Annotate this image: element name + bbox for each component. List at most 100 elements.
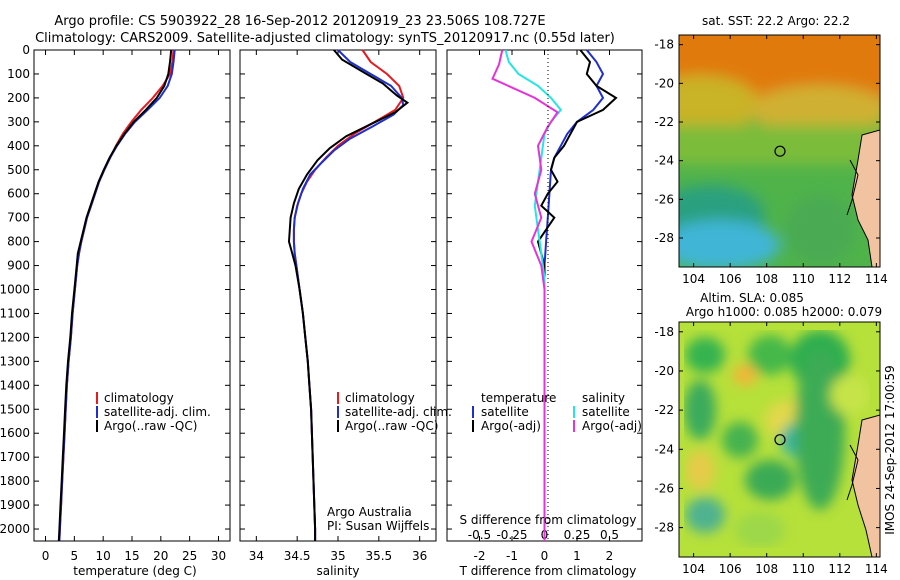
map-x-tick-label: 114 [865, 272, 888, 286]
legend-label-sal-argo: Argo(-adj) [582, 419, 642, 433]
s-tick-label: -0.5 [468, 528, 491, 542]
sla-map-field [679, 322, 880, 557]
s-tick-label: 0.5 [600, 528, 619, 542]
x-tick-label: 10 [96, 549, 111, 563]
series-line [292, 49, 405, 541]
tdiff-xlabel: T difference from climatology [459, 564, 637, 578]
map-x-tick-label: 112 [828, 272, 851, 286]
difference-profiles [491, 49, 618, 541]
series-line [504, 49, 563, 541]
legend-heading-temperature: temperature [481, 391, 556, 405]
map-x-tick-label: 104 [682, 272, 705, 286]
sla-map-frame [678, 321, 881, 558]
s-tick-label: 0.25 [564, 528, 591, 542]
x-tick-label: -2 [474, 549, 486, 563]
series-line [536, 49, 618, 541]
x-tick-label: 34.5 [284, 549, 311, 563]
x-tick-label: 35 [330, 549, 345, 563]
x-tick-label: 34 [249, 549, 264, 563]
imos-timestamp: IMOS 24-Sep-2012 17:00:59 [883, 365, 897, 535]
map-y-tick-label: -24 [654, 442, 674, 456]
legend-label-argo: Argo(..raw -QC) [345, 419, 438, 433]
series-line [58, 49, 175, 542]
y-tick-label: 800 [7, 235, 30, 249]
x-tick-label: -1 [506, 549, 518, 563]
map-y-tick-label: -28 [654, 521, 674, 535]
y-tick-label: 1200 [0, 330, 30, 344]
legend-label-satellite: satellite-adj. clim. [104, 405, 211, 419]
sla-argo-location-marker [774, 434, 786, 446]
map-x-tick-label: 106 [719, 272, 742, 286]
temperature-legend: climatology satellite-adj. clim. Argo(..… [96, 391, 211, 433]
legend-label-temp-satellite: satellite [481, 405, 529, 419]
map-x-tick-label: 114 [865, 562, 888, 576]
y-tick-label: 1400 [0, 378, 30, 392]
x-tick-label: 0 [42, 549, 50, 563]
series-line [491, 49, 559, 541]
map-y-tick-label: -18 [654, 325, 674, 339]
x-tick-label: 25 [182, 549, 197, 563]
y-tick-label: 400 [7, 139, 30, 153]
map-y-tick-label: -26 [654, 481, 674, 495]
map-x-tick-label: 112 [828, 562, 851, 576]
y-tick-label: 1700 [0, 450, 30, 464]
sdiff-xlabel: S difference from climatology [460, 513, 637, 527]
temperature-xlabel: temperature (deg C) [73, 564, 196, 578]
salinity-axis-ticks: 34 34.5 35 35.5 36 [240, 49, 436, 563]
y-tick-label: 1300 [0, 354, 30, 368]
y-tick-label: 0 [22, 43, 30, 57]
y-tick-label: 1600 [0, 426, 30, 440]
legend-heading-salinity: salinity [582, 391, 625, 405]
x-tick-label: 1 [573, 549, 581, 563]
map-x-tick-label: 108 [755, 562, 778, 576]
sla-map-ticks: 104 106 108 110 112 114 -18 -20 -22 -24 -26 -28 [654, 322, 888, 576]
legend-label-sal-satellite: satellite [582, 405, 630, 419]
series-line [292, 49, 405, 541]
y-tick-label: 1800 [0, 474, 30, 488]
salinity-legend: climatology satellite-adj. clim. Argo(..… [337, 391, 452, 433]
figure-title-line1: Argo profile: CS 5903922_28 16-Sep-2012 … [54, 14, 545, 29]
map-y-tick-label: -24 [654, 154, 674, 168]
x-tick-label: 2 [606, 549, 614, 563]
map-y-tick-label: -26 [654, 192, 674, 206]
x-tick-label: 36 [412, 549, 427, 563]
sst-map-ticks: 104 106 108 110 112 114 -18 -20 -22 -24 -26 -28 [654, 35, 888, 286]
y-tick-label: 1500 [0, 402, 30, 416]
y-tick-label: 600 [7, 187, 30, 201]
series-line [57, 49, 173, 542]
temperature-profiles [57, 49, 176, 542]
y-tick-label: 100 [7, 67, 30, 81]
legend-label-satellite: satellite-adj. clim. [345, 405, 452, 419]
x-tick-label: 0 [541, 549, 549, 563]
x-tick-label: 35.5 [365, 549, 392, 563]
map-x-tick-label: 110 [792, 562, 815, 576]
sst-argo-location-marker [774, 145, 786, 157]
map-y-tick-label: -18 [654, 38, 674, 52]
series-line [58, 49, 176, 542]
y-tick-label: 900 [7, 259, 30, 273]
x-tick-label: 30 [211, 549, 226, 563]
map-y-tick-label: -22 [654, 403, 674, 417]
y-tick-label: 1100 [0, 306, 30, 320]
legend-label-argo: Argo(..raw -QC) [104, 419, 197, 433]
y-tick-label: 1900 [0, 498, 30, 512]
map-y-tick-label: -20 [654, 76, 674, 90]
map-x-tick-label: 106 [719, 562, 742, 576]
map-y-tick-label: -22 [654, 115, 674, 129]
series-line [543, 49, 605, 541]
legend-label-temp-argo: Argo(-adj) [481, 419, 541, 433]
pi-annotation: PI: Susan Wijffels [327, 519, 429, 533]
s-tick-label: -0.25 [496, 528, 527, 542]
figure-title-line2: Climatology: CARS2009. Satellite-adjuste… [35, 31, 615, 46]
y-tick-label: 700 [7, 211, 30, 225]
temperature-axis-ticks: 0100200300400500600700800900100011001200… [0, 43, 230, 563]
salinity-profiles [287, 49, 410, 541]
y-tick-label: 1000 [0, 283, 30, 297]
legend-label-climatology: climatology [104, 391, 174, 405]
sla-map-title-line2: Argo h1000: 0.085 h2000: 0.079 [686, 305, 882, 319]
legend-label-climatology: climatology [345, 391, 415, 405]
salinity-xlabel: salinity [316, 564, 359, 578]
map-x-tick-label: 104 [682, 562, 705, 576]
sst-map-field [679, 35, 880, 267]
sst-map-title: sat. SST: 22.2 Argo: 22.2 [702, 14, 850, 28]
